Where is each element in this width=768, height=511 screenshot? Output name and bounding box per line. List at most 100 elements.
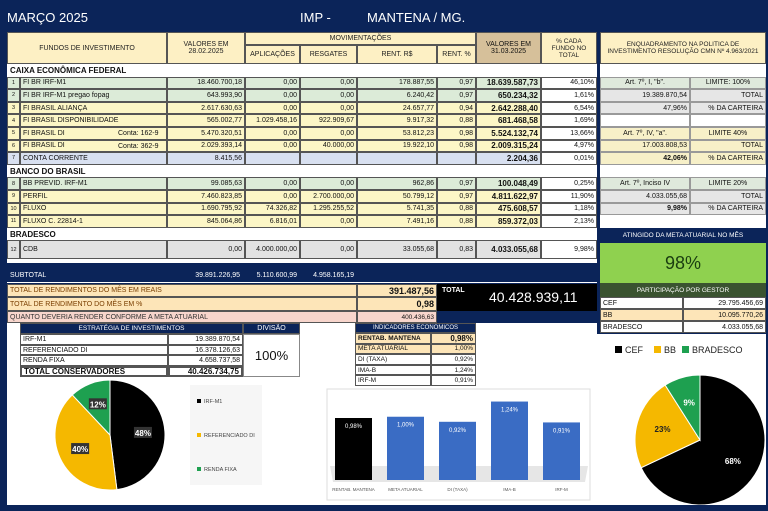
cell-rent-rs: 53.812,23 xyxy=(357,127,437,140)
pie-slice-bradesco xyxy=(664,374,701,442)
pie-label-bg xyxy=(71,443,90,455)
cell-pct: 6,54% xyxy=(541,101,597,115)
enquadramento-value: Art. 7º, I, "b". xyxy=(600,76,690,90)
cell-aplic xyxy=(245,152,300,165)
meta-value: 400.436,63 xyxy=(357,311,437,323)
meta-label: QUANTO DEVERIA RENDER CONFORME A META AT… xyxy=(7,311,357,323)
row-number: 6 xyxy=(7,139,20,153)
legend-swatch xyxy=(197,399,201,403)
enquadramento-label xyxy=(690,114,766,127)
total-reais-label: TOTAL DE RENDIMENTOS DO MÊS EM REAIS xyxy=(7,284,357,297)
divisao-value: 100% xyxy=(243,334,300,377)
subtotal-row: SUBTOTAL 39.891.226,95 5.110.600,99 4.95… xyxy=(7,269,597,283)
cell-aplic: 0,00 xyxy=(245,101,300,115)
bar-category: META ATUARIAL xyxy=(388,487,423,492)
cell-pct: 1,69% xyxy=(541,114,597,127)
row-number: 4 xyxy=(7,114,20,127)
pie-slice-cef xyxy=(640,374,766,506)
enquadramento-label: TOTAL xyxy=(690,190,766,203)
col-funds: FUNDOS DE INVESTIMENTO xyxy=(7,32,167,64)
cell-aplic: 4.000.000,00 xyxy=(245,240,300,260)
cell-rent-rs: 962,86 xyxy=(357,177,437,190)
gestor-value: 29.795.456,69 xyxy=(683,297,766,309)
cell-v0: 7.460.823,85 xyxy=(167,190,245,203)
fund-name: FI BRASIL DI xyxy=(20,139,167,153)
cell-rent-rs: 33.055,68 xyxy=(357,240,437,260)
enquadramento-value: 4.033.055,68 xyxy=(600,190,690,203)
cell-rent-rs xyxy=(357,152,437,165)
estrategia-name: RENDA FIXA xyxy=(20,355,168,367)
fund-name: FI BRASIL DI xyxy=(20,127,167,140)
cell-resg: 0,00 xyxy=(300,127,357,140)
enquadramento-label: TOTAL xyxy=(690,139,766,153)
subtotal-resg: 4.958.165,19 xyxy=(313,272,354,279)
total-pct-label: TOTAL DE RENDIMENTO DO MÊS EM % xyxy=(7,297,357,311)
legend-label: CEF xyxy=(625,345,644,355)
enquadramento-value: 19.389.870,54 xyxy=(600,89,690,102)
pie-slice-bb xyxy=(634,384,701,469)
cell-resg: 0,00 xyxy=(300,89,357,102)
cell-resg: 40.000,00 xyxy=(300,139,357,153)
legend-swatch xyxy=(654,346,661,353)
cell-resg: 922.909,67 xyxy=(300,114,357,127)
total-reais-value: 391.487,56 xyxy=(357,284,437,297)
estrategia-total-value: 40.426.734,75 xyxy=(168,366,243,377)
fund-name: CONTA CORRENTE xyxy=(20,152,167,165)
cell-aplic: 74.326,82 xyxy=(245,202,300,216)
cell-pct: 1,61% xyxy=(541,89,597,102)
cell-pct: 4,97% xyxy=(541,139,597,153)
legend-label: BRADESCO xyxy=(692,345,743,355)
cell-rent-rs: 178.887,55 xyxy=(357,76,437,90)
section-header: BRADESCO xyxy=(7,227,597,241)
cell-aplic: 1.029.458,16 xyxy=(245,114,300,127)
legend-swatch xyxy=(197,433,201,437)
section-header: CAIXA ECONÔMICA FEDERAL xyxy=(7,64,597,77)
col-movimentacoes: MOVIMENTAÇÕES xyxy=(245,32,476,45)
cell-rent-pct: 0,97 xyxy=(437,190,476,203)
cell-resg: 0,00 xyxy=(300,76,357,90)
bottom-bar xyxy=(0,505,768,511)
cell-rent-rs: 6.240,42 xyxy=(357,89,437,102)
section-header: BANCO DO BRASIL xyxy=(7,164,597,178)
cell-v1: 681.468,58 xyxy=(476,114,541,127)
cell-v0: 8.415,56 xyxy=(167,152,245,165)
enquadramento-value: Art. 7º, IV, "a". xyxy=(600,127,690,140)
cell-rent-rs: 24.657,77 xyxy=(357,101,437,115)
cell-rent-pct: 0,88 xyxy=(437,215,476,228)
enquadramento-label: % DA CARTEIRA xyxy=(690,152,766,165)
bar-category: DI (TAXA) xyxy=(447,487,468,492)
cell-rent-pct: 0,88 xyxy=(437,114,476,127)
col-pct-total: % CADA FUNDO NO TOTAL xyxy=(541,32,597,64)
fund-name: FI BRASIL DISPONIBILIDADE xyxy=(20,114,167,127)
cell-rent-pct: 0,83 xyxy=(437,240,476,260)
pie-label-bg xyxy=(133,426,152,438)
cell-rent-pct: 0,98 xyxy=(437,139,476,153)
cell-v1: 859.372,03 xyxy=(476,215,541,228)
subtotal-v0: 39.891.226,95 xyxy=(195,272,240,279)
legend-label: IRF-M1 xyxy=(204,399,222,405)
row-number: 10 xyxy=(7,202,20,216)
cell-aplic: 0,00 xyxy=(245,177,300,190)
pie-label: 12% xyxy=(90,400,106,409)
bar-4 xyxy=(543,422,580,480)
cell-rent-pct: 0,94 xyxy=(437,101,476,115)
indicadores-title: INDICADORES ECONOMICOS xyxy=(355,323,476,333)
cell-pct: 1,18% xyxy=(541,202,597,216)
cell-pct: 13,66% xyxy=(541,127,597,140)
pie-label: 68% xyxy=(725,457,741,466)
col-rent-pct: RENT. % xyxy=(437,45,476,64)
cell-rent-rs: 5.741,35 xyxy=(357,202,437,216)
bar-0 xyxy=(335,418,372,480)
cell-resg: 2.700.000,00 xyxy=(300,190,357,203)
cell-rent-pct: 0,98 xyxy=(437,127,476,140)
bar-category: IRF-M xyxy=(555,487,568,492)
cell-pct: 46,10% xyxy=(541,76,597,90)
report-month: MARÇO 2025 xyxy=(7,10,88,25)
cell-v0: 565.002,77 xyxy=(167,114,245,127)
cell-resg xyxy=(300,152,357,165)
enquadramento-value: 17.003.808,53 xyxy=(600,139,690,153)
gestor-name: CEF xyxy=(600,297,683,309)
col-rent-rs: RENT. R$ xyxy=(357,45,437,64)
row-number: 2 xyxy=(7,89,20,102)
